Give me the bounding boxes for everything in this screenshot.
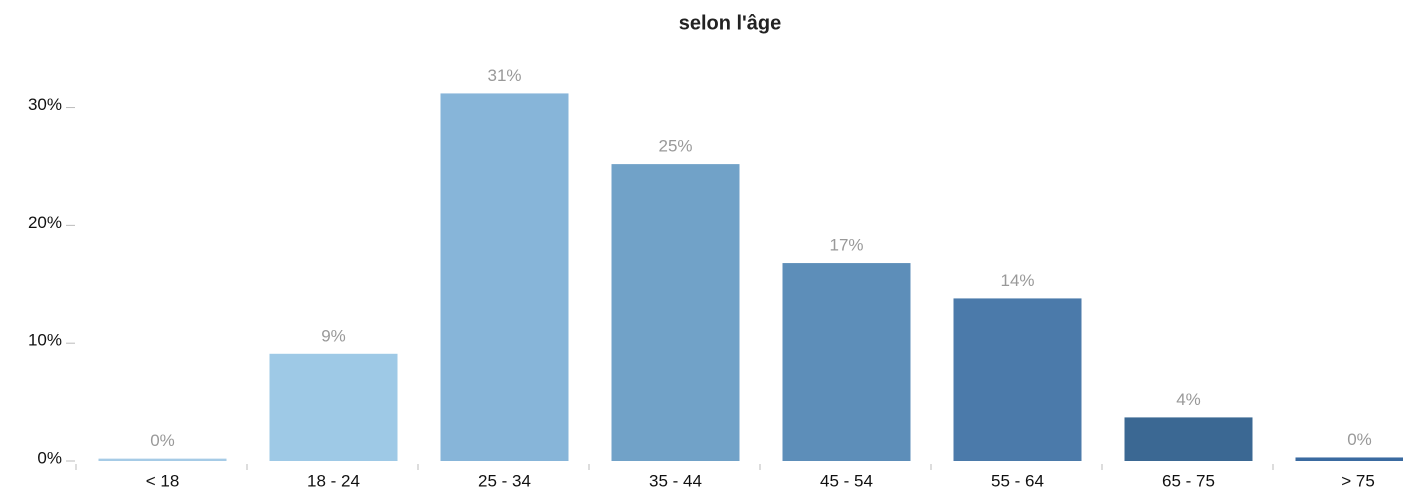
bar bbox=[269, 353, 398, 461]
y-tick-label: 20% bbox=[28, 213, 62, 232]
y-tick-label: 10% bbox=[28, 331, 62, 350]
x-tick-label: 35 - 44 bbox=[649, 471, 702, 490]
x-tick-label: > 75 bbox=[1341, 471, 1375, 490]
bar bbox=[1124, 417, 1253, 461]
value-label: 14% bbox=[1000, 271, 1034, 290]
value-label: 31% bbox=[487, 66, 521, 85]
bar bbox=[782, 263, 911, 461]
x-tick-label: 45 - 54 bbox=[820, 471, 873, 490]
bar bbox=[953, 298, 1082, 461]
bar bbox=[1295, 457, 1403, 461]
value-label: 4% bbox=[1176, 390, 1201, 409]
value-label: 25% bbox=[658, 137, 692, 156]
bar bbox=[98, 458, 227, 461]
x-tick-label: < 18 bbox=[146, 471, 180, 490]
bar bbox=[611, 164, 740, 462]
chart-title: selon l'âge bbox=[679, 12, 782, 34]
x-tick-label: 65 - 75 bbox=[1162, 471, 1215, 490]
y-tick-label: 30% bbox=[28, 95, 62, 114]
x-tick-label: 25 - 34 bbox=[478, 471, 531, 490]
y-tick-label: 0% bbox=[37, 448, 62, 467]
value-label: 0% bbox=[1347, 430, 1372, 449]
value-label: 9% bbox=[321, 326, 346, 345]
bar bbox=[440, 93, 569, 462]
x-tick-label: 55 - 64 bbox=[991, 471, 1044, 490]
x-tick-label: 18 - 24 bbox=[307, 471, 360, 490]
value-label: 17% bbox=[829, 236, 863, 255]
value-label: 0% bbox=[150, 431, 175, 450]
